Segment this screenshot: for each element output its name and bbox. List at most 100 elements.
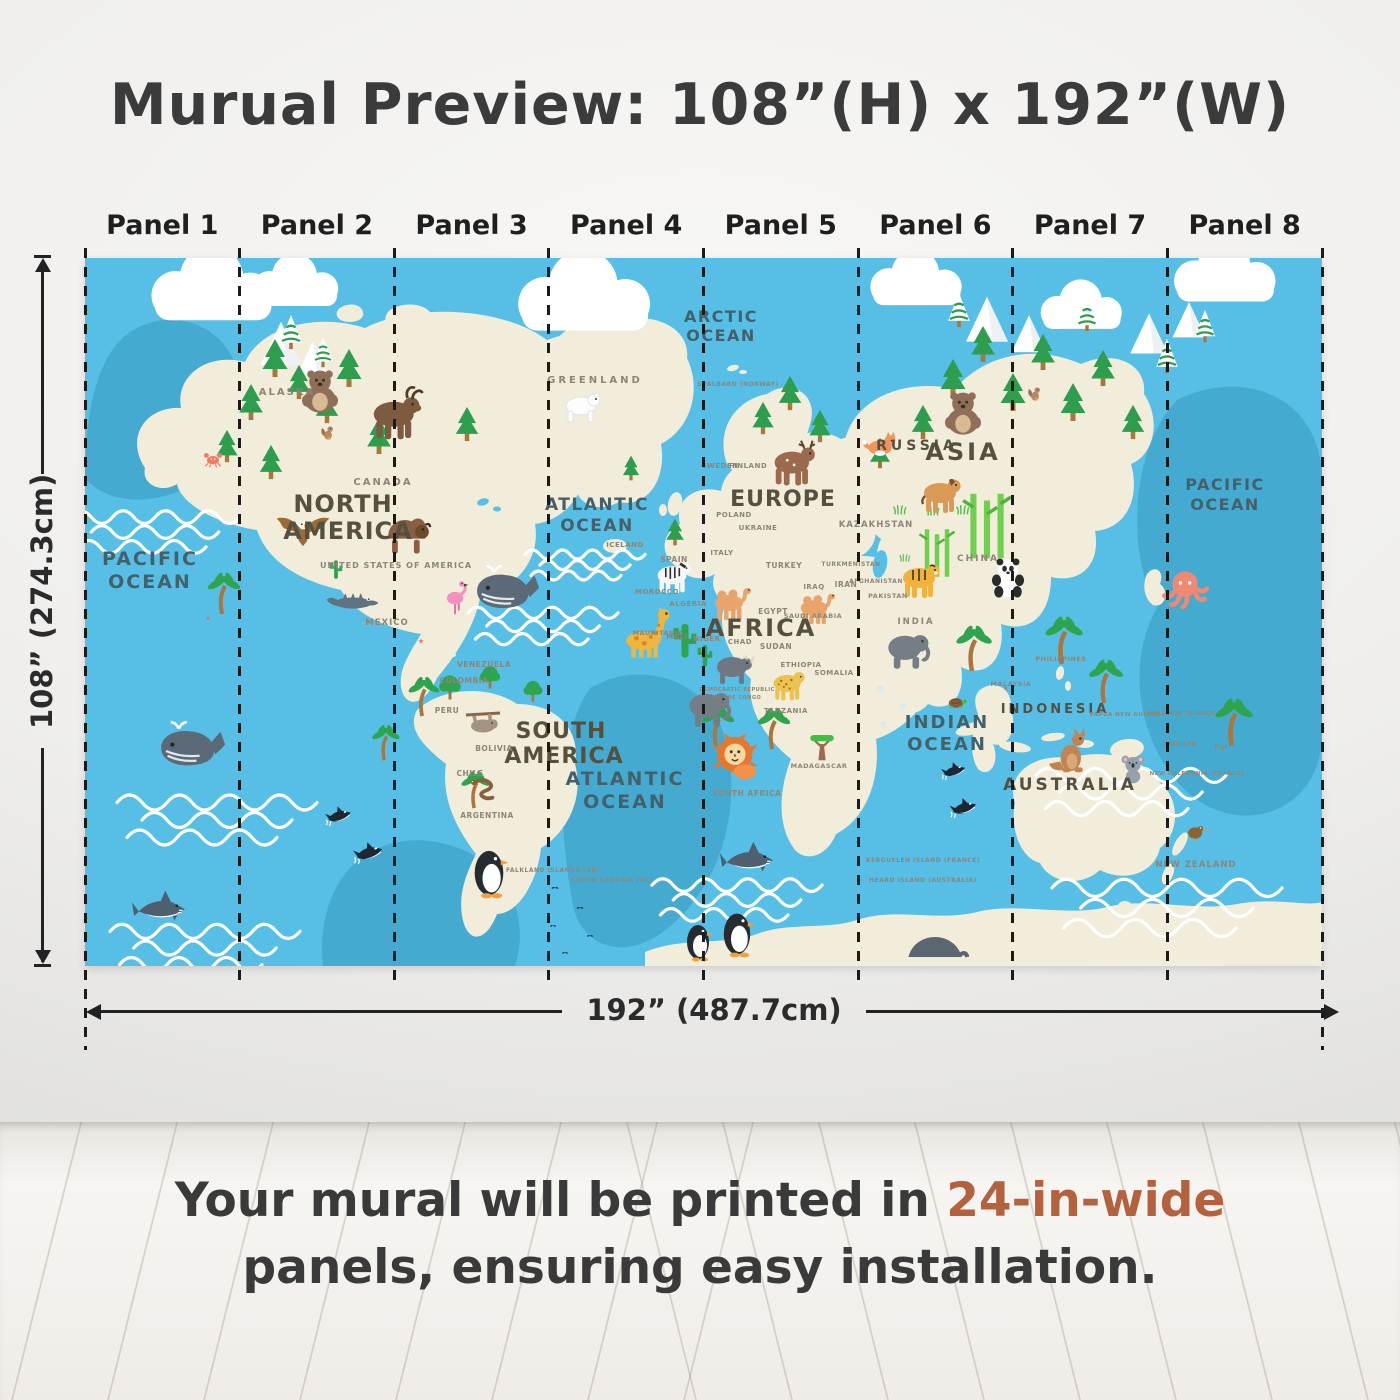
polar-bear-icon [565,392,601,423]
bird-icon [576,906,584,909]
jellyfish-icon [899,703,907,712]
snowpine-icon [280,314,302,350]
map-label: FALKLAND ISLANDS (UK) [506,867,600,874]
map-label: ARGENTINA [460,811,514,820]
map-label: ALGERIA [669,600,706,608]
brown-bear-icon [302,370,338,413]
elephant-icon [689,693,732,727]
map-label: ICELAND [606,541,644,549]
arrow-left-icon [86,1004,101,1020]
map-label: IRAQ [803,583,824,591]
seal-icon [908,937,970,958]
map-label: CANADA [353,477,412,488]
map-label: VENEZUELA [457,660,511,669]
map-label: CHILE [457,769,484,778]
map-label: SWEDEN [702,462,739,470]
grass-icon [899,553,911,562]
wave-icon [85,511,240,554]
width-dimension-line-left [98,1010,562,1013]
map-label: CHINA [957,554,999,564]
panel-label-6: Panel 6 [879,210,992,241]
crocodile-icon [326,593,379,609]
kiwi-icon [1188,826,1210,843]
horse-icon [921,478,961,513]
map-label: NIGER [694,635,721,643]
map-label: NORTH [293,490,392,518]
giraffe-icon [626,607,670,658]
map-label: ASIA [925,438,1000,466]
snowpine-icon [1076,298,1098,332]
penguin-icon [723,913,755,958]
fox-icon [862,431,896,456]
height-dimension-line-bottom [41,748,44,962]
map-label: GREENLAND [547,375,643,386]
whale-icon [477,564,540,608]
baobab-icon [810,735,834,761]
caption: Your mural will be printed in 24-in-wide… [95,1168,1305,1301]
snowpine-icon [313,336,333,368]
width-dimension-line-right [866,1010,1326,1013]
map-label: UKRAINE [739,524,778,532]
starfish-icon [1003,685,1009,691]
palm-icon [207,572,241,615]
map-label: TURKEY [766,561,802,570]
map-label: PERU [435,706,460,715]
pine-icon [1060,383,1086,421]
caption-highlight: 24-in-wide [946,1173,1226,1228]
height-dimension-cap-bottom [34,964,51,967]
brown-bear-icon [945,392,981,435]
map-label: SOMALIA [814,669,853,677]
height-dimension-line-top [41,262,44,474]
orca-icon [325,806,351,827]
cactus-icon [673,623,697,658]
cloud-icon [870,258,962,306]
koala-icon [1121,755,1145,784]
panel-divider [1320,248,1324,1050]
squirrel-icon [321,426,333,440]
pine-icon [752,401,774,435]
palm-icon [1045,616,1083,665]
map-label: INDIAN [905,712,989,733]
map-label: EUROPE [730,487,836,512]
map-label: ITALY [710,549,734,557]
map-label: SVALBARD (NORWAY) [697,381,778,388]
lion-icon [712,733,758,780]
caption-text-pre: Your mural will be printed in [174,1173,947,1228]
wave-icon [652,879,822,922]
penguin-icon [474,850,509,899]
map-label: ETHIOPIA [780,661,821,669]
pine-icon [336,349,362,387]
palm-icon [1089,659,1123,704]
squirrel-icon [1028,387,1040,401]
roundtree-icon [479,666,501,689]
map-label: AFGHANISTAN [849,578,903,585]
pine-icon [1121,404,1145,440]
palm-icon [1215,698,1253,747]
tiger-icon [903,564,940,598]
bamboo-icon [962,493,1012,559]
arrow-up-icon [35,258,51,272]
map-label: OCEAN [108,571,192,593]
panel-label-1: Panel 1 [106,210,219,241]
map-label: MEXICO [365,618,408,628]
bird-icon [561,952,569,954]
pine-icon [666,518,684,546]
map-label: ATLANTIC [545,495,649,515]
roundtree-icon [523,680,543,702]
map-label: FIJI [1215,744,1228,751]
map-label: SOUTH [516,719,607,744]
whale-icon [161,720,226,766]
panel-label-2: Panel 2 [260,210,374,241]
panel-divider [83,248,87,1050]
bird-icon [586,934,594,937]
map-label: ALASKA [259,387,316,398]
panel-divider [1165,248,1169,985]
elephant-icon [888,635,931,669]
height-dimension-cap-top [34,255,51,258]
grass-icon [892,504,907,515]
map-label: VANUATU [1164,742,1197,748]
map-label: INDONESIA [1001,702,1110,717]
map-label: SOLOMON ISLANDS [1148,711,1216,717]
palm-icon [757,707,791,750]
